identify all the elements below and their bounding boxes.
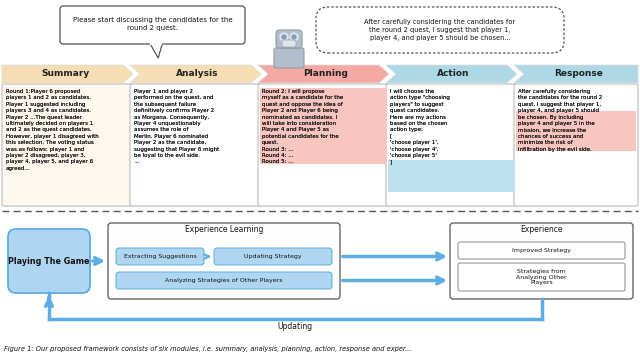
Polygon shape — [150, 44, 162, 58]
Text: Extracting Suggestions: Extracting Suggestions — [124, 254, 196, 259]
Text: Experience: Experience — [520, 226, 563, 235]
Text: Please start discussing the candidates for the
round 2 quest.: Please start discussing the candidates f… — [73, 17, 232, 31]
Text: Round 1:Player 6 proposed
players 1 and 2 as candidates.
Player 1 suggested incl: Round 1:Player 6 proposed players 1 and … — [6, 89, 99, 171]
Text: Playing The Game: Playing The Game — [8, 257, 90, 265]
FancyBboxPatch shape — [2, 84, 133, 206]
Text: Improved Strategy: Improved Strategy — [512, 248, 571, 253]
Text: Action: Action — [437, 70, 470, 78]
FancyBboxPatch shape — [316, 7, 564, 53]
FancyBboxPatch shape — [130, 84, 261, 206]
Text: Analysis: Analysis — [176, 70, 219, 78]
FancyBboxPatch shape — [258, 84, 389, 206]
FancyBboxPatch shape — [116, 272, 332, 289]
Text: I will choose the
action type "choosing
players" to suggest
quest candidates.
He: I will choose the action type "choosing … — [390, 89, 450, 164]
FancyBboxPatch shape — [8, 229, 90, 293]
FancyBboxPatch shape — [282, 40, 296, 47]
Text: Updating Strategy: Updating Strategy — [244, 254, 302, 259]
Text: Strategies from
Analyzing Other
Players: Strategies from Analyzing Other Players — [516, 269, 567, 285]
Text: I will choose the
action type "choosing
players" to suggest
quest candidates.
He: I will choose the action type "choosing … — [390, 89, 450, 164]
FancyBboxPatch shape — [458, 242, 625, 259]
Polygon shape — [258, 65, 389, 83]
Text: After carefully considering the candidates for
the round 2 quest, I suggest that: After carefully considering the candidat… — [364, 19, 516, 41]
Text: Experience Learning: Experience Learning — [185, 226, 263, 235]
Text: Response: Response — [555, 70, 604, 78]
FancyBboxPatch shape — [516, 111, 636, 151]
Circle shape — [280, 33, 288, 41]
FancyBboxPatch shape — [274, 48, 304, 68]
Polygon shape — [130, 65, 261, 83]
FancyBboxPatch shape — [214, 248, 332, 265]
Circle shape — [282, 35, 286, 39]
FancyBboxPatch shape — [388, 160, 515, 192]
Text: After carefully considering
the candidates for the round 2
quest, I suggest that: After carefully considering the candidat… — [518, 89, 602, 152]
FancyBboxPatch shape — [108, 223, 340, 299]
Polygon shape — [514, 65, 638, 83]
Polygon shape — [2, 65, 133, 83]
FancyBboxPatch shape — [458, 263, 625, 291]
Text: Player 1 and player 2
performed on the quest, and
the subsequent failure
definit: Player 1 and player 2 performed on the q… — [134, 89, 220, 164]
Text: Player 1 and player 2
performed on the quest, and
the subsequent failure
definit: Player 1 and player 2 performed on the q… — [134, 89, 220, 164]
FancyBboxPatch shape — [386, 84, 517, 206]
FancyBboxPatch shape — [260, 88, 387, 164]
Text: Analyzing Strategies of Other Players: Analyzing Strategies of Other Players — [165, 278, 283, 283]
Text: Figure 1: Our proposed framework consists of six modules, i.e. summary, analysis: Figure 1: Our proposed framework consist… — [4, 346, 412, 352]
Circle shape — [290, 33, 298, 41]
Text: Round 1:Player 6 proposed
players 1 and 2 as candidates.
Player 1 suggested incl: Round 1:Player 6 proposed players 1 and … — [6, 89, 99, 171]
Text: Updating: Updating — [278, 322, 313, 331]
Text: Summary: Summary — [42, 70, 90, 78]
FancyBboxPatch shape — [514, 84, 638, 206]
FancyBboxPatch shape — [116, 248, 204, 265]
Text: Planning: Planning — [303, 70, 348, 78]
Text: Round 2: I will propose
myself as a candidate for the
quest and oppose the idea : Round 2: I will propose myself as a cand… — [262, 89, 343, 164]
Polygon shape — [386, 65, 517, 83]
Text: Round 2: I will propose
myself as a candidate for the
quest and oppose the idea : Round 2: I will propose myself as a cand… — [262, 89, 343, 164]
FancyBboxPatch shape — [450, 223, 633, 299]
FancyBboxPatch shape — [60, 6, 245, 44]
Text: After carefully considering
the candidates for the round 2
quest, I suggest that: After carefully considering the candidat… — [518, 89, 602, 152]
FancyBboxPatch shape — [276, 30, 302, 48]
Circle shape — [292, 35, 296, 39]
